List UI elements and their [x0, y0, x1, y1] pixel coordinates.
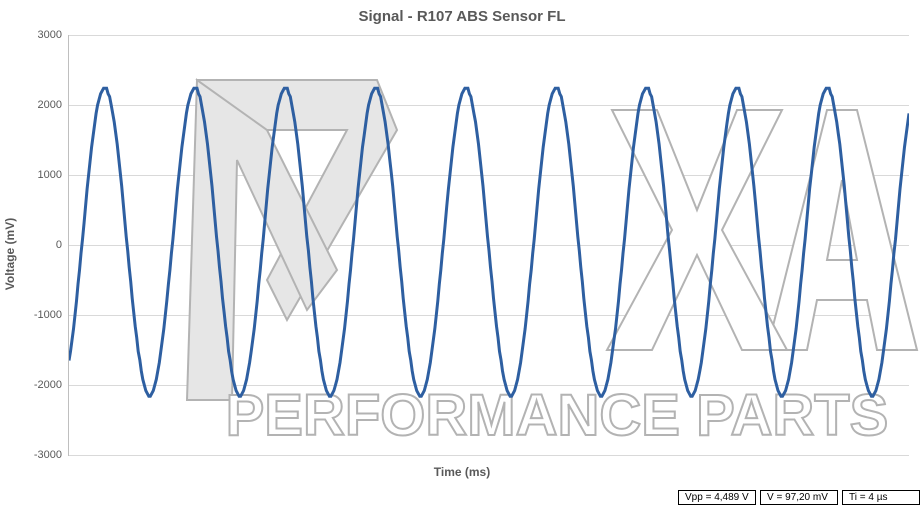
chart-title: Signal - R107 ABS Sensor FL: [0, 8, 924, 25]
status-vpp: Vpp = 4,489 V: [678, 490, 756, 505]
signal-line: [69, 35, 909, 455]
y-tick-label: -3000: [12, 449, 62, 461]
y-tick-label: -2000: [12, 379, 62, 391]
x-axis-label: Time (ms): [0, 465, 924, 479]
chart-container: Signal - R107 ABS Sensor FL Voltage (mV)…: [0, 0, 924, 507]
y-tick-label: 3000: [12, 29, 62, 41]
plot-area: PERFORMANCE PARTS: [68, 35, 909, 456]
y-tick-label: 1000: [12, 169, 62, 181]
status-ti: Ti = 4 µs: [842, 490, 920, 505]
y-tick-label: 2000: [12, 99, 62, 111]
y-tick-label: -1000: [12, 309, 62, 321]
status-bar: Vpp = 4,489 V V = 97,20 mV Ti = 4 µs: [678, 490, 920, 505]
gridline: [69, 455, 909, 456]
y-axis-label: Voltage (mV): [3, 217, 17, 289]
status-v: V = 97,20 mV: [760, 490, 838, 505]
y-tick-label: 0: [12, 239, 62, 251]
